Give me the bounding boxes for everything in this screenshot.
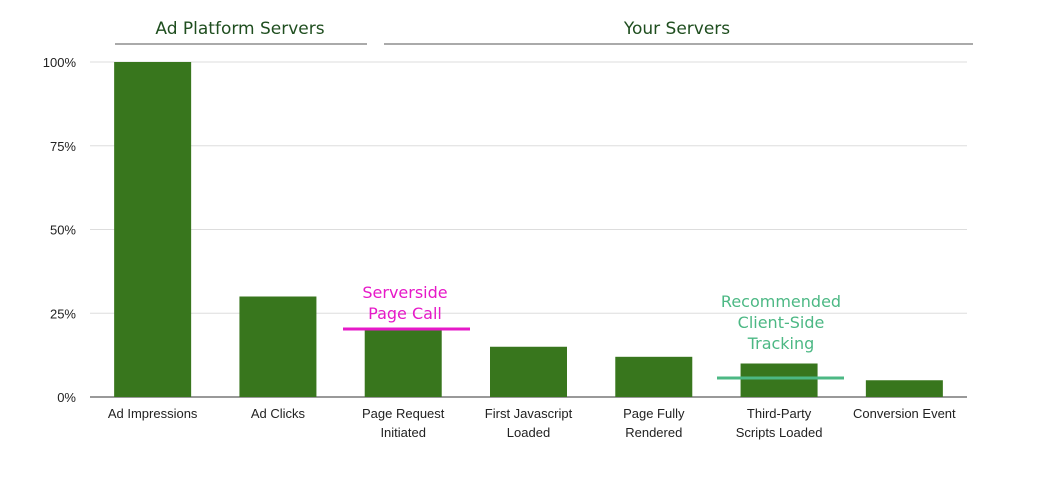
bar (239, 296, 317, 397)
y-tick-label: 25% (50, 306, 76, 321)
x-tick-label: Ad Impressions (108, 406, 198, 421)
y-tick-label: 100% (43, 55, 77, 70)
x-tick-line: Page Fully (623, 406, 685, 421)
x-tick-line: Scripts Loaded (736, 425, 823, 440)
x-tick-label: Page Fully Rendered (623, 406, 685, 440)
annotation-text: Page Call (368, 304, 442, 323)
group-label: Your Servers (623, 19, 730, 39)
x-tick-label: Third-Party Scripts Loaded (736, 406, 823, 440)
bar (364, 330, 442, 397)
x-tick-label: Ad Clicks (251, 406, 306, 421)
bar (740, 363, 818, 397)
bar (490, 346, 567, 397)
annotation-text: Tracking (747, 334, 815, 353)
x-tick-line: First Javascript (485, 406, 573, 421)
bar (114, 62, 192, 397)
x-tick-line: Loaded (507, 425, 550, 440)
bar (615, 356, 693, 397)
y-tick-label: 75% (50, 139, 76, 154)
x-tick-line: Rendered (625, 425, 682, 440)
annotation-text: Recommended (721, 292, 841, 311)
y-tick-label: 0% (57, 390, 76, 405)
x-tick-label: Page Request Initiated (362, 406, 445, 440)
x-tick-label: Conversion Event (853, 406, 956, 421)
x-tick-line: Initiated (380, 425, 426, 440)
group-label: Ad Platform Servers (155, 19, 324, 39)
y-tick-label: 50% (50, 223, 76, 238)
annotation-text: Client-Side (738, 313, 825, 332)
x-tick-line: Page Request (362, 406, 445, 421)
bar (865, 380, 943, 397)
x-tick-line: Third-Party (747, 406, 812, 421)
x-tick-label: First Javascript Loaded (485, 406, 573, 440)
annotation-text: Serverside (362, 283, 447, 302)
